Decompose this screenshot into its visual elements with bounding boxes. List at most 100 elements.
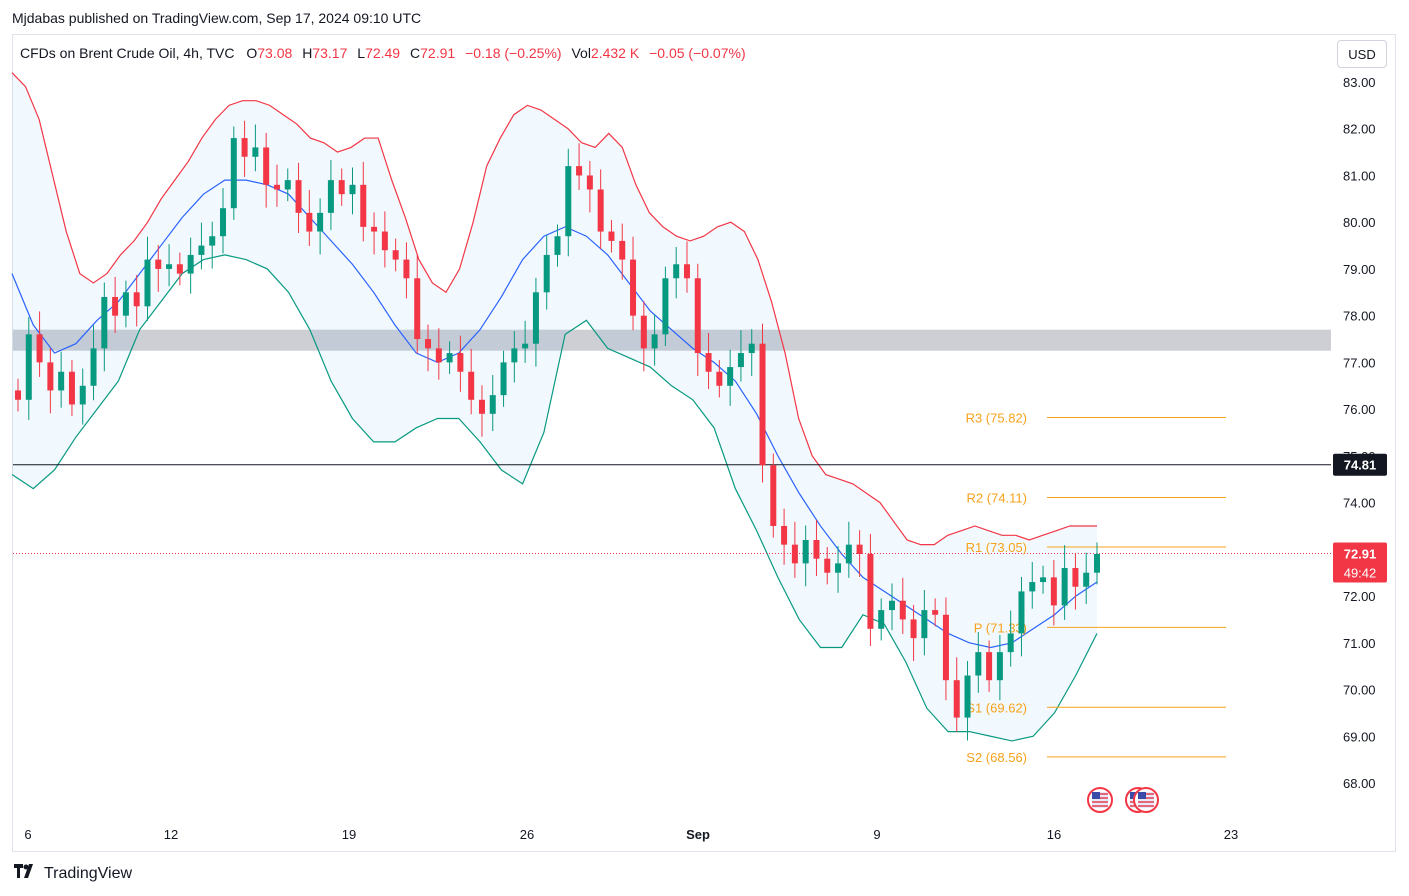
candle-body — [1018, 591, 1025, 634]
candle-body — [845, 544, 852, 564]
price-tick-label: 76.00 — [1343, 402, 1376, 417]
price-tick-label: 79.00 — [1343, 262, 1376, 277]
candle-body — [964, 675, 971, 718]
candle-body — [673, 264, 680, 279]
time-tick-label: 26 — [520, 827, 534, 842]
candle-body — [284, 180, 291, 190]
candle-body — [543, 254, 550, 293]
candle-body — [112, 296, 119, 316]
symbol-title[interactable]: CFDs on Brent Crude Oil, 4h, TVC — [20, 45, 235, 61]
candle-body — [932, 610, 939, 615]
candle-body — [349, 184, 356, 195]
candle-body — [1050, 577, 1057, 606]
candle-body — [619, 240, 626, 260]
flag-canton — [1092, 792, 1100, 799]
candle-body — [381, 231, 388, 251]
candle-body — [230, 138, 237, 209]
open-label: O — [246, 45, 258, 61]
candle-body — [47, 362, 54, 391]
candle-body — [1083, 572, 1090, 587]
candle-body — [187, 254, 194, 274]
chart-frame — [12, 34, 1396, 852]
candle-body — [403, 259, 410, 279]
candle-body — [1094, 554, 1100, 573]
candle-body — [802, 539, 809, 564]
candle-body — [662, 278, 669, 335]
tradingview-brand[interactable]: TradingView — [14, 864, 132, 883]
pivot-label: P (71.33) — [974, 620, 1027, 635]
countdown-text: 49:42 — [1344, 566, 1377, 581]
pivot-label: S1 (69.62) — [966, 700, 1027, 715]
economic-events — [1087, 787, 1159, 813]
candle-body — [90, 348, 97, 386]
currency-button[interactable]: USD — [1337, 40, 1387, 68]
price-tick-label: 83.00 — [1343, 75, 1376, 90]
candle-body — [144, 259, 151, 307]
candle-body — [694, 278, 701, 354]
candle-body — [414, 278, 421, 340]
candle-body — [813, 539, 820, 559]
candle-body — [996, 652, 1003, 681]
candle-body — [856, 544, 863, 555]
us-flag-icon[interactable] — [1087, 787, 1113, 813]
candle-body — [1061, 568, 1068, 606]
candle-body — [1040, 577, 1047, 583]
basis-line — [11, 179, 1098, 649]
candle-body — [532, 292, 539, 344]
price-tick-label: 68.00 — [1343, 776, 1376, 791]
candle-body — [910, 619, 917, 639]
price-tick-label: 71.00 — [1343, 636, 1376, 651]
candle-body — [781, 525, 788, 545]
pivot-label: S2 (68.56) — [966, 750, 1027, 765]
pivot-label: R2 (74.11) — [967, 490, 1027, 505]
candle-body — [554, 236, 561, 255]
candle-body — [101, 296, 108, 349]
candle-body — [640, 315, 647, 349]
price-tick-label: 80.00 — [1343, 215, 1376, 230]
candle-body — [683, 264, 690, 279]
us-flag-icon[interactable] — [1133, 787, 1159, 813]
candle-body — [608, 231, 615, 241]
candle-body — [468, 371, 475, 400]
candle-body — [565, 166, 572, 237]
candle-body — [576, 166, 583, 176]
price-tick-label: 70.00 — [1343, 683, 1376, 698]
candle-body — [425, 339, 432, 349]
candle-body — [888, 600, 895, 611]
price-tick-label: 77.00 — [1343, 355, 1376, 370]
price-axis: 83.00 82.00 81.00 80.00 79.00 78.00 77.00 76.00… — [1343, 75, 1376, 791]
candle-body — [338, 180, 345, 195]
candle-body — [166, 264, 173, 269]
candle-body — [58, 371, 65, 391]
price-tick-label: 81.00 — [1343, 168, 1376, 183]
candle-body — [867, 554, 874, 629]
candle-body — [986, 652, 993, 681]
candle-body — [273, 184, 280, 190]
price-tick-label: 72.00 — [1343, 589, 1376, 604]
candle-body — [25, 334, 32, 400]
candle-body — [511, 348, 518, 363]
upper-band-line — [11, 72, 1097, 546]
candle-body — [155, 259, 162, 269]
hline-price-badge — [1333, 453, 1387, 476]
price-tick-label: 78.00 — [1343, 309, 1376, 324]
candle-body — [317, 212, 324, 232]
open-value: 73.08 — [257, 45, 293, 61]
candle-body — [220, 208, 227, 237]
candle-body — [133, 292, 140, 307]
time-tick-label: 19 — [342, 827, 356, 842]
candle-body — [651, 334, 658, 349]
pivot-levels: R3 (75.82) R2 (74.11) R1 (73.05) P (71.33) S… — [966, 411, 1226, 765]
candle-body — [478, 399, 485, 414]
candle-body — [975, 652, 982, 676]
time-tick-label: 23 — [1224, 827, 1238, 842]
time-tick-label: 6 — [24, 827, 31, 842]
hline-price-text: 74.81 — [1344, 458, 1377, 473]
candle-body — [500, 362, 507, 396]
close-value: 72.91 — [420, 45, 456, 61]
candle-body — [737, 353, 744, 368]
current-price-text: 72.91 — [1344, 547, 1377, 562]
time-tick-label: Sep — [686, 827, 710, 842]
pivot-label: R1 (73.05) — [966, 540, 1027, 555]
